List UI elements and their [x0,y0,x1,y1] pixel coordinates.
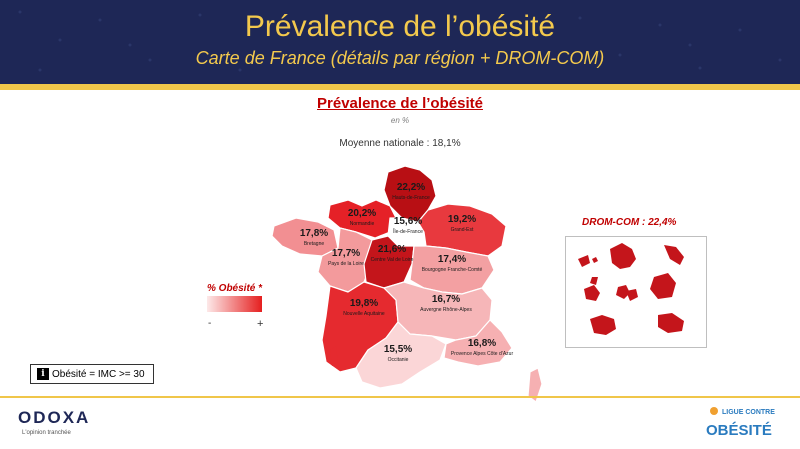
drom-com-box [565,236,707,348]
drom-islet-a[interactable] [590,277,598,285]
drom-com-title: DROM-COM : 22,4% [582,217,677,228]
region-normandie[interactable] [327,199,397,239]
region-value: 17,8% [300,228,328,239]
footer-divider [0,396,800,398]
map-title: Prévalence de l’obésité [317,95,483,112]
region-name: Hauts-de-France [392,195,430,201]
island-shape [330,346,338,366]
region-value: 21,6% [378,244,406,255]
ligue-contre-obesite-logo: LIGUE CONTRE OBÉSITÉ [706,407,775,439]
info-icon: i [37,368,49,380]
drom-polynesie[interactable] [590,315,616,335]
star-pattern [18,10,782,72]
drom-com-map [578,243,684,335]
odoxa-logo: ODOXA [18,408,91,427]
region-name: Bretagne [304,241,325,247]
region-value: 17,4% [438,254,466,265]
region-name: Provence Alpes Côte d’Azur [451,351,514,357]
region-name: Normandie [350,221,375,227]
region-name: Centre Val de Loire [371,257,414,263]
legend-min: - [208,318,212,329]
region-value: 19,8% [350,298,378,309]
region-value: 17,7% [332,248,360,259]
svg-text:OBÉSITÉ: OBÉSITÉ [706,422,772,439]
region-name: Île-de-France [392,228,423,235]
drom-mayotte[interactable] [610,243,636,269]
drom-reunion[interactable] [584,285,600,301]
legend-title: % Obésité * [207,283,263,294]
region-provence-alpes-cote-azur[interactable] [443,319,513,367]
page-subtitle: Carte de France (détails par région + DR… [195,48,605,68]
drom-islet-c[interactable] [626,289,638,301]
drom-martinique[interactable] [664,245,684,265]
svg-text:LIGUE CONTRE: LIGUE CONTRE [722,409,775,416]
region-value: 15,6% [394,216,422,227]
map-unit: en % [390,116,410,125]
header-banner: Prévalence de l’obésité Carte de France … [0,0,800,88]
page-title: Prévalence de l’obésité [244,10,556,43]
definition-text: Obésité = IMC >= 30 [52,368,145,380]
region-value: 19,2% [448,214,476,225]
drom-guadeloupe[interactable] [578,255,590,267]
region-value: 16,8% [468,338,496,349]
region-name: Grand-Est [451,227,474,233]
region-value: 20,2% [348,208,376,219]
drom-guadeloupe-islet[interactable] [592,257,598,263]
region-name: Bourgogne Franche-Comté [422,267,483,273]
region-name: Pays de la Loire [328,261,364,267]
legend-gradient [207,296,262,312]
national-average: Moyenne nationale : 18,1% [339,138,461,149]
legend-max: + [257,318,264,330]
header-divider [0,88,800,90]
region-corse[interactable] [527,367,543,403]
region-value: 15,5% [384,344,412,355]
region-name: Auvergne Rhône-Alpes [420,307,472,313]
drom-islet-b[interactable] [616,285,630,299]
definition-box: i Obésité = IMC >= 30 [30,364,154,384]
region-centre-val-de-loire[interactable] [363,235,415,289]
drom-nouvelle-caledonie[interactable] [658,313,684,333]
drom-guyane[interactable] [650,273,676,299]
region-name: Nouvelle Aquitaine [343,311,385,317]
region-name: Occitanie [388,357,409,363]
region-value: 22,2% [397,182,425,193]
odoxa-tagline: L'opinion tranchée [22,430,71,436]
region-value: 16,7% [432,294,460,305]
